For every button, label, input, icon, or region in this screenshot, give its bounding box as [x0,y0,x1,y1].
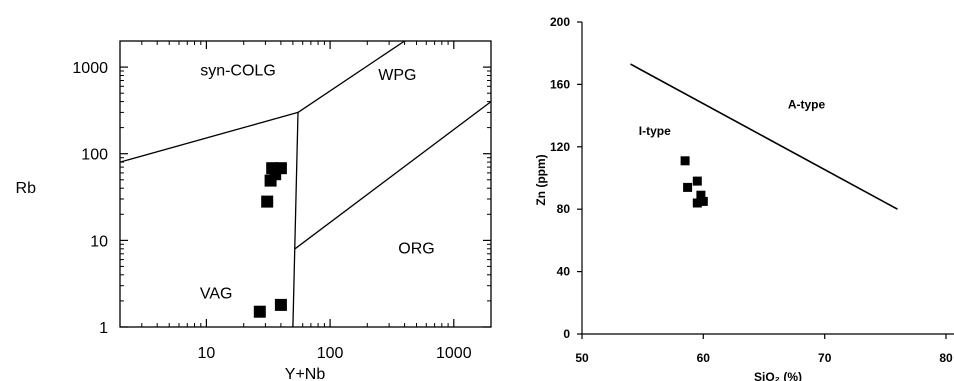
chart-a-boundary-line [119,111,299,163]
chart-a-region-label: syn-COLG [200,63,276,80]
chart-b-x-tick-label: 60 [697,351,711,365]
chart-b-boundaries [630,63,898,210]
chart-a-y-tick-label: 10 [90,233,108,250]
chart-a-boundaries [119,40,492,328]
zn-sio2-chart: 50 60 70 80 0 40 80 120 160 200 I-type A-type SiO₂… [534,15,954,381]
chart-a-region-label: WPG [378,67,416,84]
chart-b-point [696,190,706,200]
chart-b-boundary-line [630,63,898,210]
chart-b-point [692,198,702,208]
chart-a-y-tick-label: 1 [99,320,108,337]
chart-a-minor-ticks [119,40,492,327]
chart-b-region-label: I-type [639,124,671,138]
chart-a-x-tick-label: 10 [198,345,216,362]
chart-b-y-tick-label: 200 [550,15,570,29]
chart-b-point [698,196,708,206]
chart-b-x-tick-label: 80 [939,351,953,365]
chart-b-y-tick-label: 160 [550,77,570,91]
chart-b-point [692,176,702,186]
chart-a-ticks: 10 100 1000 1 10 100 1000 [72,41,491,362]
chart-b-y-tick-label: 120 [550,140,570,154]
chart-b-y-tick-label: 40 [557,265,571,279]
rb-ynb-discrimination-chart: 10 100 1000 1 10 100 1000 syn-COLG WPG VAG ORG Y+… [16,40,492,381]
chart-a-point [274,298,287,311]
chart-b-x-tick-label: 50 [575,351,589,365]
chart-a-boundary-line [297,40,405,113]
chart-a-point [264,174,277,187]
chart-b-x-tick-label: 70 [818,351,832,365]
chart-a-region-label: ORG [398,240,434,257]
chart-a-region-labels: syn-COLG WPG VAG ORG [200,63,435,303]
chart-a-x-tick-label: 100 [317,345,344,362]
chart-b-region-label: A-type [788,98,826,112]
chart-a-y-tick-label: 100 [81,147,108,164]
chart-a-boundary-line [294,101,492,250]
chart-a-y-axis-title: Rb [16,180,37,197]
chart-a-boundary-line [292,112,299,328]
chart-b-y-tick-label: 0 [563,327,570,341]
chart-b-point [683,182,693,192]
chart-b-point [680,156,690,166]
chart-a-y-tick-label: 1000 [72,60,108,77]
chart-a-plot-frame [119,40,492,328]
chart-a-x-axis-title: Y+Nb [285,366,326,381]
chart-b-region-labels: I-type A-type [639,98,826,139]
chart-b-y-tick-label: 80 [557,202,571,216]
chart-a-point [261,195,274,208]
chart-b-y-axis-title: Zn (ppm) [534,154,548,205]
chart-a-region-label: VAG [200,286,233,303]
chart-a-point [253,305,266,318]
chart-b-ticks: 50 60 70 80 0 40 80 120 160 200 [550,15,953,365]
chart-b-data-points [680,156,708,208]
chart-b-x-axis-title: SiO₂ (%) [754,370,802,381]
chart-a-x-tick-label: 1000 [436,345,472,362]
chart-a-data-points [253,162,287,318]
